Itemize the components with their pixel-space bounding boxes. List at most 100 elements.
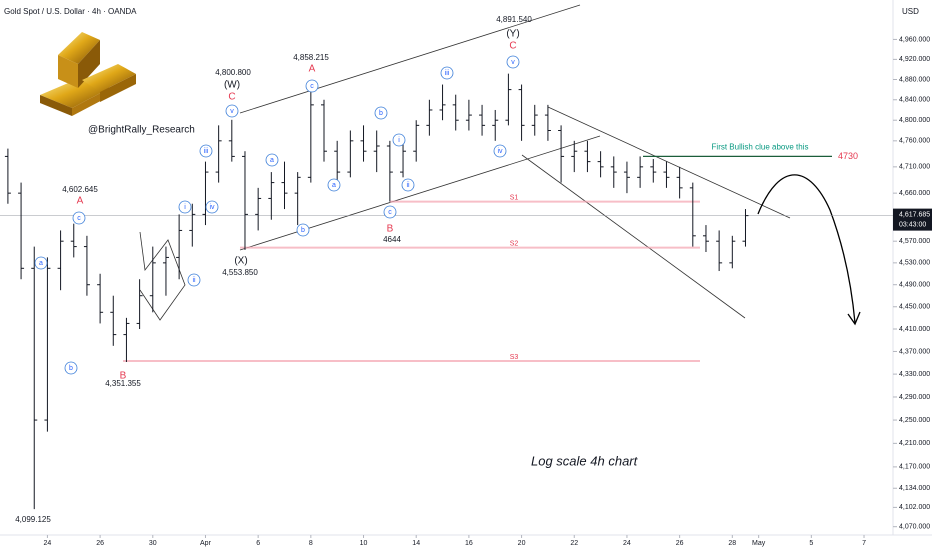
wave-circle (383, 205, 397, 219)
y-tick-label: 4,490.000 (899, 282, 930, 289)
wave-label: i (398, 137, 400, 144)
wave-label: a (270, 157, 274, 164)
y-tick-label: 4,800.000 (899, 117, 930, 124)
wave-label: b (379, 110, 383, 117)
wave-label: A (309, 64, 316, 75)
wave-label: 4,099.125 (15, 515, 51, 524)
wave-circle (187, 273, 201, 287)
projection-arrow (757, 174, 856, 324)
wave-label: C (509, 41, 516, 52)
x-tick-label: 30 (149, 540, 157, 547)
chart-title: Gold Spot / U.S. Dollar · 4h · OANDA (4, 7, 137, 16)
y-tick-label: 4,102.000 (899, 504, 930, 511)
price-tag-label: 4,617.685 (899, 211, 930, 218)
watermark: @BrightRally_Research (88, 125, 195, 136)
x-tick-label: 24 (44, 540, 52, 547)
wave-label: 4,891.540 (496, 15, 532, 24)
wave-label: v (511, 59, 515, 66)
price-tag (893, 208, 932, 231)
y-tick-label: 4,210.000 (899, 440, 930, 447)
wave-circle (440, 66, 454, 80)
bullish-text: First Bullish clue above this (712, 143, 809, 152)
y-tick-label: 4,134.000 (899, 485, 930, 492)
wave-circle (265, 153, 279, 167)
wave-circle (401, 178, 415, 192)
wave-circle (178, 200, 192, 214)
wave-circle (225, 104, 239, 118)
y-tick-label: 4,530.000 (899, 260, 930, 267)
wave-label: B (387, 224, 394, 235)
wave-label: c (77, 215, 81, 222)
x-tick-label: 7 (862, 540, 866, 547)
wave-label: 4,858.215 (293, 53, 329, 62)
y-tick-label: 4,450.000 (899, 304, 930, 311)
y-tick-label: 4,250.000 (899, 417, 930, 424)
y-tick-label: 4,290.000 (899, 394, 930, 401)
x-tick-label: 20 (518, 540, 526, 547)
wave-label: iv (209, 204, 215, 211)
wave-label: c (310, 83, 314, 90)
x-tick-label: 5 (809, 540, 813, 547)
wave-label: c (388, 209, 392, 216)
ohlc-bars (4, 73, 749, 510)
currency: USD (902, 7, 919, 16)
wave-label: (X) (234, 256, 247, 267)
wave-circle (199, 144, 213, 158)
wave-label: 4,351.355 (105, 379, 141, 388)
wave-label: C (228, 92, 235, 103)
x-tick-label: 26 (96, 540, 104, 547)
y-tick-label: 4,710.000 (899, 164, 930, 171)
y-tick-label: 4,410.000 (899, 326, 930, 333)
y-tick-label: 4,660.000 (899, 190, 930, 197)
wave-label: iii (445, 70, 450, 77)
wave-label: 4644 (383, 235, 401, 244)
x-tick-label: 24 (623, 540, 631, 547)
wave-label: b (301, 227, 305, 234)
y-tick-label: 4,840.000 (899, 97, 930, 104)
wave-label: a (39, 260, 43, 267)
x-tick-label: Apr (200, 540, 212, 547)
support-label: S1 (510, 194, 519, 201)
wave-circle (506, 55, 520, 69)
wave-label: a (332, 182, 336, 189)
x-tick-label: 22 (570, 540, 578, 547)
x-tick-label: May (752, 540, 766, 547)
x-tick-label: 26 (676, 540, 684, 547)
wave-circle (374, 106, 388, 120)
wave-circle (392, 133, 406, 147)
wave-circle (305, 79, 319, 93)
wave-circle (205, 200, 219, 214)
y-tick-label: 4,330.000 (899, 371, 930, 378)
x-tick-label: 16 (465, 540, 473, 547)
wave-label: iv (497, 148, 503, 155)
wave-label: (W) (224, 80, 240, 91)
x-tick-label: 10 (360, 540, 368, 547)
wave-label: iii (204, 148, 209, 155)
wave-circle (327, 178, 341, 192)
x-tick-label: 28 (728, 540, 736, 547)
support-label: S2 (510, 241, 519, 248)
note: Log scale 4h chart (531, 453, 639, 468)
wave-label: v (230, 108, 234, 115)
y-tick-label: 4,760.000 (899, 138, 930, 145)
countdown: 03:43:00 (899, 221, 926, 228)
wave-label: ii (192, 277, 196, 284)
wave-circle (64, 361, 78, 375)
gold-logo (40, 32, 136, 116)
wave-label: (Y) (506, 29, 519, 40)
wave-label: 4,800.800 (215, 68, 251, 77)
wave-label: A (77, 196, 84, 207)
bullish-label: 4730 (838, 151, 858, 161)
wave-label: i (184, 204, 186, 211)
support-label: S3 (510, 354, 519, 361)
x-tick-label: 8 (309, 540, 313, 547)
wave-label: 4,553.850 (222, 268, 258, 277)
wave-label: B (120, 371, 127, 382)
x-tick-label: 6 (256, 540, 260, 547)
y-tick-label: 4,170.000 (899, 464, 930, 471)
y-tick-label: 4,570.000 (899, 238, 930, 245)
wave-label: 4,602.645 (62, 185, 98, 194)
wave-circle (493, 144, 507, 158)
y-tick-label: 4,920.000 (899, 56, 930, 63)
